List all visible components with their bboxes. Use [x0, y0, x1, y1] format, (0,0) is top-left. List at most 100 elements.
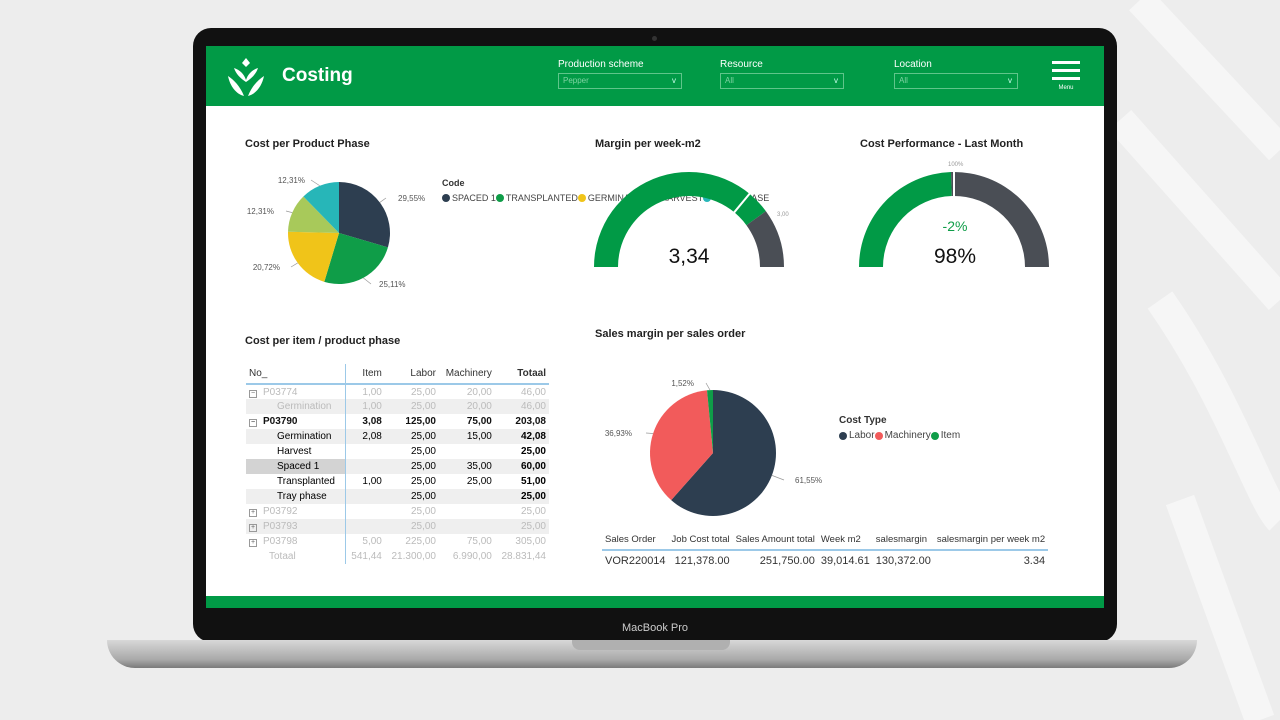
legend-item[interactable]: Labor — [839, 425, 875, 448]
table-cell — [345, 489, 385, 504]
legend-item[interactable]: TRANSPLANTED — [495, 188, 578, 208]
expand-icon[interactable]: + — [249, 509, 257, 517]
performance-gauge — [859, 171, 1049, 267]
table-cell: 25,00 — [410, 386, 436, 398]
menu-button[interactable]: Menu — [1052, 61, 1080, 91]
row-label: P03790 — [263, 416, 298, 427]
row-label: P03798 — [263, 536, 298, 547]
table-cell: 541,44 — [351, 551, 382, 562]
table-cell: 3,08 — [362, 416, 382, 427]
table-cell: 25,00 — [384, 519, 439, 534]
table-row[interactable]: − P03790 3,08 125,00 75,00 203,08 — [246, 414, 549, 429]
gauge-remainder — [746, 211, 784, 267]
pie-slice-transplanted[interactable] — [324, 233, 388, 284]
column-header[interactable]: Sales Amount total — [732, 530, 818, 551]
menu-label: Menu — [1058, 85, 1074, 91]
table-row[interactable]: − P03774 1,00 25,00 20,00 46,00 — [246, 384, 549, 399]
row-label: P03793 — [263, 521, 298, 532]
table-cell: 15,00 — [438, 429, 495, 444]
table-row[interactable]: + P03793 25,00 25,00 — [246, 519, 549, 534]
legend-item[interactable]: GERMINATION — [577, 188, 651, 208]
expand-icon[interactable]: + — [249, 539, 257, 547]
leader-line — [285, 210, 293, 213]
table-cell: 121,378.00 — [674, 554, 730, 567]
pie-slice-germination[interactable] — [288, 231, 339, 282]
collapse-icon[interactable]: − — [249, 419, 257, 427]
filter-dropdown[interactable]: All v — [894, 73, 1018, 89]
gauge1-value: 3,34 — [668, 245, 710, 268]
legend-title: Code — [442, 178, 465, 188]
pie-slice-item[interactable] — [706, 390, 713, 453]
gauge2-title: Cost Performance - Last Month — [860, 138, 1024, 150]
table-cell: 25,00 — [384, 399, 439, 414]
column-header[interactable]: Job Cost total — [668, 530, 733, 551]
table-row[interactable]: Germination 2,08 25,00 15,00 42,08 — [246, 429, 549, 444]
legend-item[interactable]: Item — [930, 425, 960, 448]
table-row[interactable]: Tray phase 25,00 25,00 — [246, 489, 549, 504]
legend-title: Cost Type — [839, 415, 887, 426]
table-cell: Harvest — [246, 444, 346, 459]
table-cell — [438, 489, 495, 504]
table-cell: 25,00 — [384, 429, 439, 444]
data-label: 61,55% — [795, 476, 822, 485]
column-header[interactable]: Sales Order — [602, 530, 669, 551]
chevron-down-icon: v — [1008, 76, 1012, 85]
column-header[interactable]: Labor — [384, 364, 439, 385]
table-row[interactable]: Totaal 541,44 21.300,00 6.990,00 28.831,44 — [246, 549, 549, 564]
table-cell: 28.831,44 — [501, 551, 547, 562]
collapse-icon[interactable]: − — [249, 389, 257, 398]
pie-slice-harvest[interactable] — [288, 196, 339, 233]
table-row[interactable]: Harvest 25,00 25,00 — [246, 444, 549, 459]
row-label: Spaced 1 — [277, 461, 320, 472]
gauge-target-marker — [732, 192, 751, 214]
pie-slice-labor[interactable] — [671, 390, 776, 516]
table-row[interactable]: Germination 1,00 25,00 20,00 46,00 — [246, 399, 549, 414]
filter-value: Pepper — [563, 76, 589, 85]
legend-item[interactable]: Machinery — [874, 425, 931, 448]
table-cell: 75,00 — [466, 416, 492, 427]
filter-dropdown[interactable]: Pepper v — [558, 73, 682, 89]
chevron-down-icon: v — [672, 76, 676, 85]
leader-line — [310, 179, 320, 187]
table-cell: 51,00 — [520, 476, 546, 487]
legend-dot-icon — [839, 431, 847, 440]
table-cell: Spaced 1 — [246, 459, 346, 474]
column-header[interactable]: salesmargin per week m2 — [933, 530, 1049, 551]
table-cell: Germination — [246, 429, 346, 444]
device-label: MacBook Pro — [621, 622, 689, 634]
column-header[interactable]: Week m2 — [817, 530, 873, 551]
column-header[interactable]: Machinery — [438, 364, 495, 385]
legend-label: GERMINATION — [587, 192, 651, 203]
table-row[interactable]: + P03798 5,00 225,00 75,00 305,00 — [246, 534, 549, 549]
filter-dropdown[interactable]: All v — [720, 73, 844, 89]
table-row[interactable]: Spaced 1 25,00 35,00 60,00 — [246, 459, 549, 474]
legend-item[interactable]: SPACED 1 — [442, 188, 496, 208]
pie-slice-tray-phase[interactable] — [303, 182, 339, 233]
margin-gauge — [594, 171, 784, 267]
legend-dot-icon — [442, 193, 450, 202]
background-leaf-pattern — [1108, 0, 1280, 720]
row-label: P03792 — [263, 506, 298, 517]
dashboard-screen: Costing Production scheme Pepper v Resource… — [206, 46, 1104, 608]
column-header[interactable]: salesmargin — [872, 530, 934, 551]
pie-slice-spaced-1[interactable] — [339, 182, 390, 248]
table-cell: − P03790 — [246, 414, 346, 429]
table-cell: 25,00 — [410, 446, 436, 457]
table-row[interactable]: + P03792 25,00 25,00 — [246, 504, 549, 519]
column-header[interactable]: Item — [345, 364, 385, 385]
table-row[interactable]: VOR220014 121,378.00 251,750.00 39,014.61 13… — [602, 550, 1048, 570]
table-cell: + P03792 — [246, 504, 346, 519]
table-cell: Tray phase — [246, 489, 346, 504]
table-cell: 125,00 — [405, 416, 436, 427]
pie-slice-machinery[interactable] — [650, 390, 713, 501]
table-cell: 46,00 — [494, 399, 549, 414]
camera — [652, 36, 657, 41]
data-label: 1,52% — [671, 379, 694, 388]
column-header[interactable]: Totaal — [494, 364, 549, 385]
table-row[interactable]: Transplanted 1,00 25,00 25,00 51,00 — [246, 474, 549, 489]
expand-icon[interactable]: + — [249, 524, 257, 532]
legend-dot-icon — [874, 431, 883, 440]
filter-label: Resource — [720, 59, 763, 70]
legend-label: SPACED 1 — [452, 192, 496, 203]
column-header[interactable]: No_ — [246, 364, 346, 385]
